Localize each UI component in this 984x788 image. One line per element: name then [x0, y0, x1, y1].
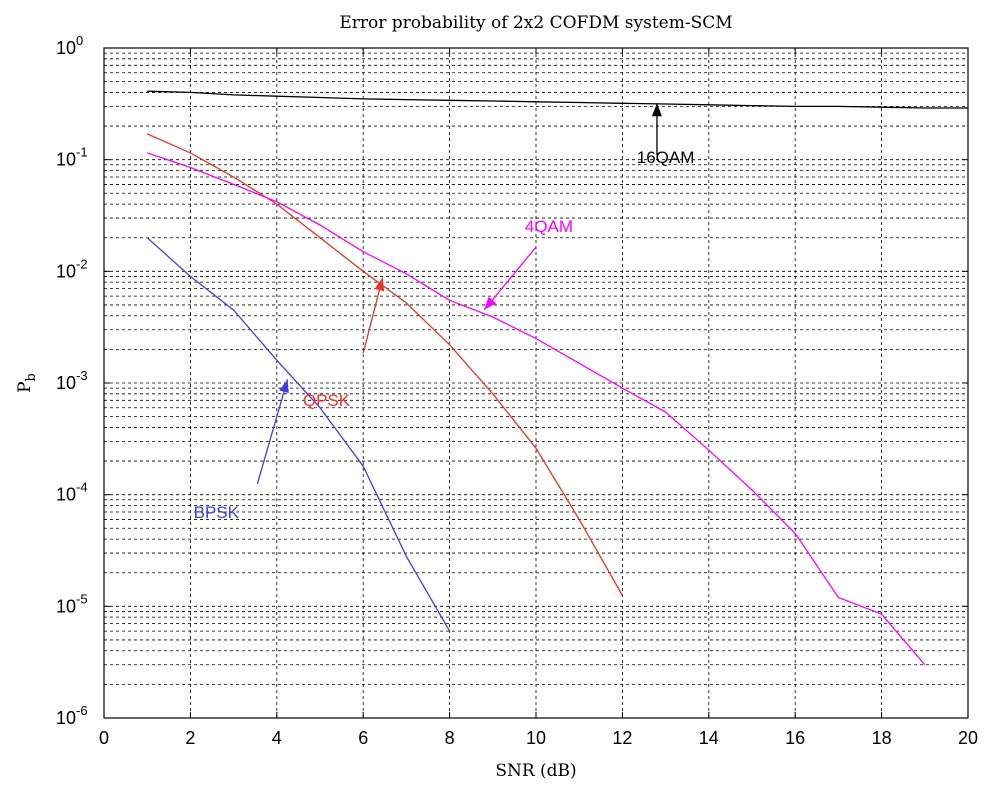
chart-title: Error probability of 2x2 COFDM system-SC… — [339, 13, 732, 33]
x-tick-label: 16 — [785, 728, 805, 748]
x-tick-label: 2 — [185, 728, 195, 748]
annotation-arrow-4qam — [483, 246, 537, 311]
x-tick-label: 12 — [612, 728, 632, 748]
x-tick-label: 8 — [445, 728, 455, 748]
x-tick-label: 14 — [699, 728, 719, 748]
y-tick-label: 10-1 — [56, 145, 88, 170]
annotation-arrowhead-qpsk — [374, 277, 385, 292]
annotations: 16QAM 4QAM QPSK BPSK — [194, 103, 695, 522]
x-tick-label: 20 — [958, 728, 978, 748]
annotation-label-16qam: 16QAM — [637, 148, 695, 167]
y-tick-label: 10-2 — [56, 256, 88, 281]
series-line-bpsk — [146, 237, 451, 632]
y-tick-label: 10-4 — [56, 480, 88, 505]
annotation-arrow-bpsk — [256, 379, 289, 485]
series-line-16qam — [147, 90, 968, 109]
x-tick-label: 6 — [358, 728, 368, 748]
grid — [104, 48, 968, 718]
x-tick-label: 18 — [872, 728, 892, 748]
annotation-arrowhead-4qam — [484, 296, 497, 311]
y-axis-label-sub: b — [24, 373, 39, 381]
series-line-qpsk — [146, 133, 623, 596]
series-line-4qam — [146, 152, 926, 666]
y-tick-label: 10-5 — [56, 591, 88, 616]
x-tick-label: 4 — [272, 728, 282, 748]
x-tick-label: 0 — [99, 728, 109, 748]
annotation-label-4qam: 4QAM — [525, 217, 573, 236]
y-tick-label: 10-6 — [56, 703, 88, 728]
y-ticks: 100 10-1 10-2 10-3 10-4 10-5 10-6 — [56, 33, 968, 728]
y-axis-label-main: P — [15, 381, 35, 392]
svg-text:Pb: Pb — [15, 373, 39, 393]
y-tick-label: 100 — [56, 33, 83, 58]
annotation-arrowhead-16qam — [651, 103, 662, 117]
annotation-label-bpsk: BPSK — [194, 503, 240, 522]
annotation-arrow-qpsk — [362, 277, 384, 354]
x-axis-label: SNR (dB) — [495, 761, 576, 781]
annotation-arrowhead-bpsk — [279, 379, 289, 394]
y-tick-label: 10-3 — [56, 368, 88, 393]
y-axis-label: Pb — [15, 373, 39, 393]
x-tick-label: 10 — [526, 728, 546, 748]
series-lines — [146, 90, 968, 666]
annotation-label-qpsk: QPSK — [303, 391, 351, 410]
x-ticks: 0 2 4 6 8 10 12 14 16 18 20 — [99, 48, 978, 748]
